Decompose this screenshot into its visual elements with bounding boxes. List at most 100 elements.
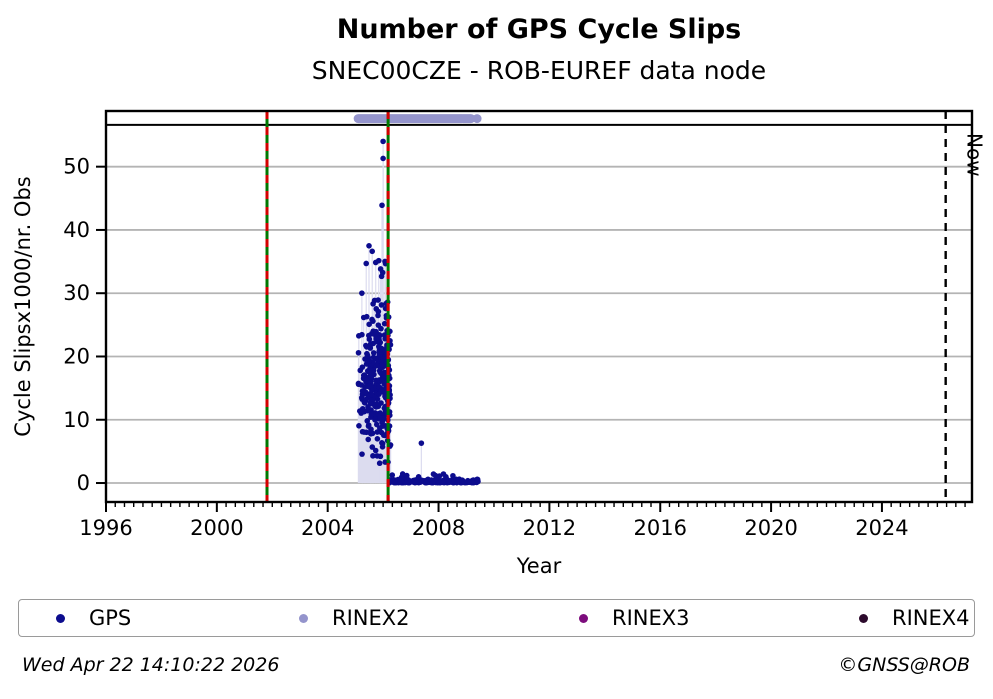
gps-point <box>365 423 372 429</box>
y-tick-label: 50 <box>63 155 90 179</box>
gps-point <box>373 421 380 428</box>
gps-point <box>450 472 456 479</box>
chart-title: Number of GPS Cycle Slips <box>336 14 742 45</box>
x-tick-label: 2016 <box>634 516 687 540</box>
gps-point <box>382 432 388 439</box>
legend-label-rinex4: RINEX4 <box>892 606 970 630</box>
gps-point <box>374 429 381 435</box>
gps-point <box>446 477 452 484</box>
gps-point <box>379 423 386 429</box>
gps-point <box>369 248 376 255</box>
plot-timestamp: Wed Apr 22 14:10:22 2026 <box>22 654 280 676</box>
gps-point <box>358 410 364 416</box>
gps-point <box>359 290 365 296</box>
gps-point <box>379 362 385 368</box>
gps-point <box>381 332 388 338</box>
scatter-plot-canvas: Now 1996 2000 2004 2008 2012 2016 2020 2024 0 10 20… <box>11 109 987 578</box>
gps-point <box>381 390 388 397</box>
legend-item-gps: GPS <box>56 600 131 636</box>
gps-point <box>379 202 385 209</box>
gps-point <box>418 478 425 485</box>
gps-point <box>373 306 380 312</box>
gps-point <box>432 472 439 479</box>
x-tick-label: 1996 <box>79 516 132 540</box>
gps-point <box>378 302 385 308</box>
legend-item-rinex3: RINEX3 <box>579 600 690 636</box>
gps-point <box>379 377 386 384</box>
x-tick-label: 2008 <box>412 516 465 540</box>
rinex2-marker-icon <box>299 613 308 623</box>
gps-point <box>423 479 430 486</box>
gps-point <box>377 453 384 460</box>
gps-point <box>366 332 372 339</box>
y-tick-label: 20 <box>63 344 90 368</box>
gps-point <box>378 400 384 406</box>
x-tick-label: 2000 <box>190 516 243 540</box>
gps-point <box>372 259 379 266</box>
y-tick-label: 30 <box>63 281 90 305</box>
x-axis-label: Year <box>516 554 562 578</box>
chart-subtitle: SNEC00CZE - ROB-EUREF data node <box>311 56 767 85</box>
gps-point <box>364 418 371 424</box>
gps-point <box>370 453 376 459</box>
gps-point <box>377 369 384 376</box>
gps-point <box>356 422 362 429</box>
gps-point <box>376 336 382 343</box>
gps-point <box>378 325 384 332</box>
gps-point <box>372 356 379 362</box>
gps-point <box>369 444 376 450</box>
now-label: Now <box>963 133 987 177</box>
gps-point <box>355 381 362 388</box>
gps-point <box>376 348 383 354</box>
y-tick-label: 40 <box>63 218 90 242</box>
gps-point <box>412 478 419 484</box>
gps-point <box>364 377 371 384</box>
gps-point <box>381 405 388 411</box>
gps-point <box>368 368 374 374</box>
y-tick-label: 0 <box>77 471 90 495</box>
x-tick-label: 2020 <box>744 516 797 540</box>
gps-point <box>359 451 365 457</box>
gps-point <box>368 411 375 418</box>
plot-border <box>104 109 974 504</box>
x-tick-label: 2004 <box>301 516 354 540</box>
legend: GPS RINEX2 RINEX3 RINEX4 <box>18 599 975 637</box>
gps-point <box>440 471 447 477</box>
gps-point <box>377 266 384 272</box>
gps-point <box>366 243 372 249</box>
gps-point <box>366 383 373 389</box>
gps-point <box>380 138 386 145</box>
gps-point <box>359 388 366 394</box>
gps-point <box>369 392 375 398</box>
gps-point <box>361 399 368 406</box>
gps-point <box>380 155 386 162</box>
gps-point <box>389 472 396 478</box>
rinex3-marker-icon <box>579 613 588 623</box>
gps-point <box>366 321 372 328</box>
gps-point <box>367 341 374 347</box>
gps-point <box>469 479 476 486</box>
gps-point <box>418 440 425 446</box>
gps-point <box>474 476 481 483</box>
gps-point <box>375 312 381 319</box>
legend-item-rinex4: RINEX4 <box>859 600 970 636</box>
gps-point <box>370 350 377 356</box>
legend-label-rinex3: RINEX3 <box>612 606 690 630</box>
gps-point <box>363 260 370 267</box>
gps-point <box>372 447 379 454</box>
y-axis-label: Cycle Slipsx1000/nr. Obs <box>11 176 35 436</box>
gps-point <box>373 328 379 335</box>
rinex2-dot <box>472 114 482 124</box>
gps-point <box>379 444 386 450</box>
gps-point <box>376 460 383 467</box>
gps-point <box>356 333 362 339</box>
gps-point <box>373 401 380 407</box>
gps-point <box>377 410 383 416</box>
gps-point <box>429 479 436 486</box>
gps-point <box>363 342 369 349</box>
gps-marker-icon <box>56 613 65 623</box>
gps-point <box>381 320 388 327</box>
legend-label-rinex2: RINEX2 <box>332 606 410 630</box>
x-tick-label: 2012 <box>523 516 576 540</box>
